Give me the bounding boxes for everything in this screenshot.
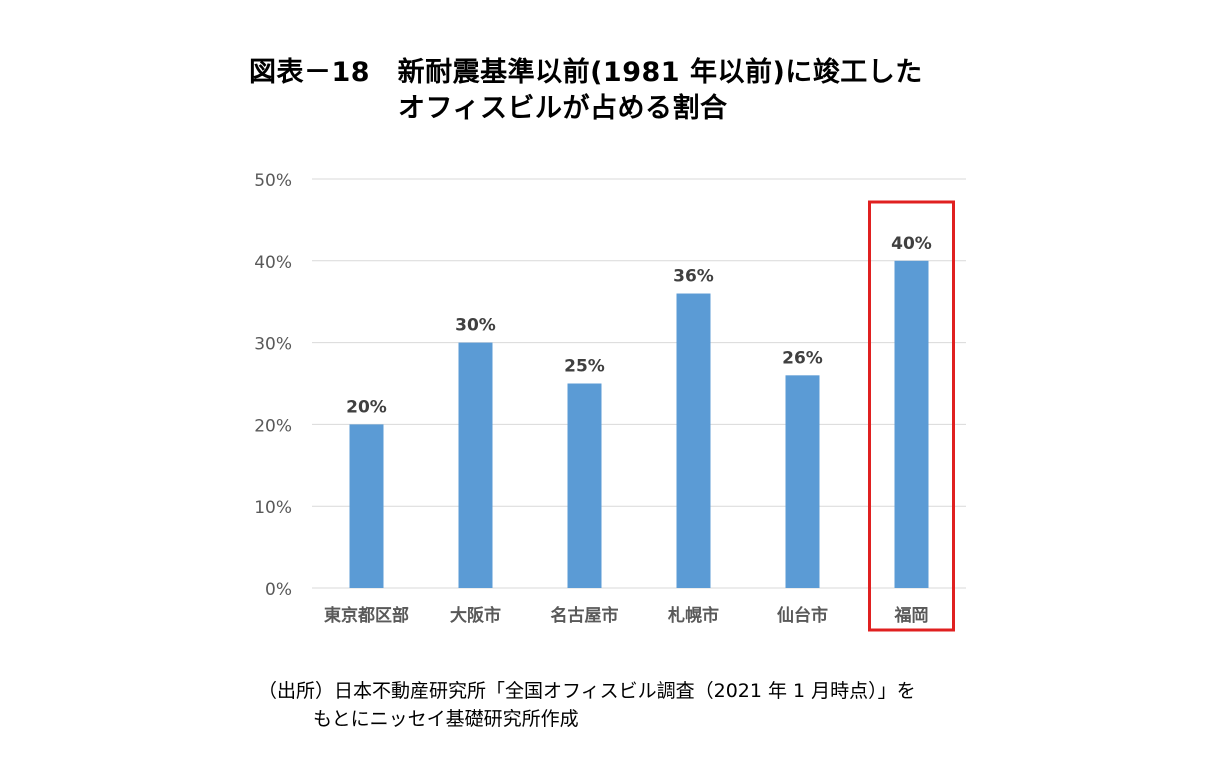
data-labels: 20% 30% 25% 36% 26% 40% [346,234,932,418]
bar [349,424,384,588]
x-tick-label: 名古屋市 [551,605,619,626]
y-tick-label: 20% [254,416,292,436]
x-tick-label: 東京都区部 [324,605,409,626]
y-tick-label: 0% [265,580,292,600]
y-tick-label: 50% [254,171,292,191]
bar [458,342,493,588]
chart-title-line-2: オフィスビルが占める割合 [398,93,728,124]
y-axis-ticks: 0% 10% 20% 30% 40% 50% [254,171,292,600]
data-label: 25% [564,357,605,377]
bars [349,260,929,588]
source-note-line-2: もとにニッセイ基礎研究所作成 [313,708,579,730]
x-axis-ticks: 東京都区部 大阪市 名古屋市 札幌市 仙台市 福岡 [324,605,929,626]
source-note-line-1: （出所）日本不動産研究所「全国オフィスビル調査（2021 年 1 月時点）」を [258,680,916,702]
data-label: 20% [346,397,387,417]
data-label: 26% [782,348,823,368]
x-tick-label: 大阪市 [450,605,501,626]
y-tick-label: 30% [254,335,292,355]
bar [785,375,820,588]
data-label: 36% [673,267,714,287]
gridlines [312,178,966,589]
bar [894,260,929,588]
chart-title-line-1: 図表－18 新耐震基準以前(1981 年以前)に竣工した [249,57,923,88]
bar [567,383,602,588]
y-tick-label: 10% [254,498,292,518]
data-label: 40% [891,234,932,254]
x-tick-label: 札幌市 [667,605,719,626]
bar [676,293,711,588]
highlight-box [868,200,955,632]
y-tick-label: 40% [254,253,292,273]
x-tick-label: 福岡 [894,605,929,626]
data-label: 30% [455,316,496,336]
x-tick-label: 仙台市 [777,605,828,626]
